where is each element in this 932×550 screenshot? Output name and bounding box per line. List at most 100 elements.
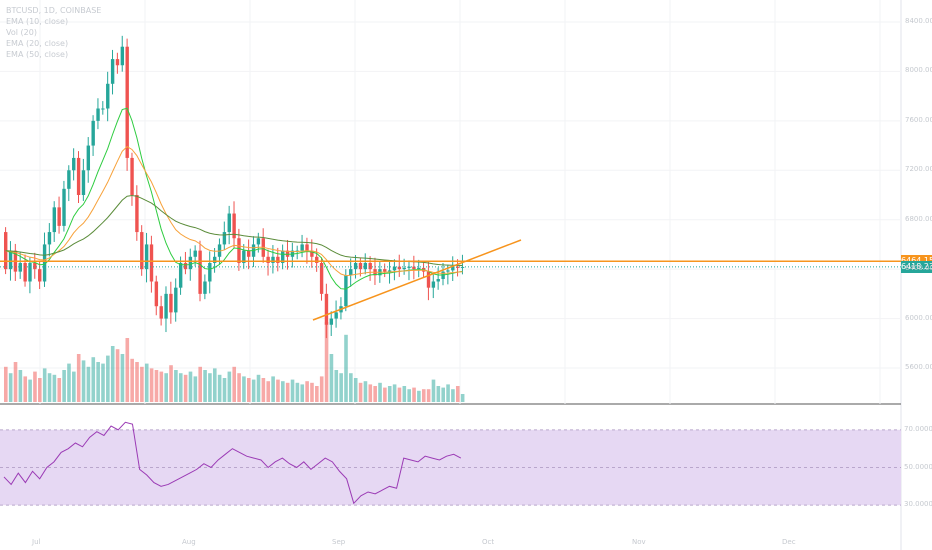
time-tick-label: Jul xyxy=(32,538,41,546)
price-tick-label: 6400.00 xyxy=(905,264,932,273)
price-tick-label: 7200.00 xyxy=(905,165,932,174)
candle-body xyxy=(276,256,280,263)
volume-bar xyxy=(212,368,217,402)
ema-50-line xyxy=(5,195,463,266)
volume-bar xyxy=(460,394,465,402)
volume-bar xyxy=(149,368,154,402)
candle-body xyxy=(247,250,251,257)
volume-bar xyxy=(130,358,134,402)
last-price-tag: 6418.23 xyxy=(901,260,932,273)
volume-bar xyxy=(455,386,460,402)
volume-bar xyxy=(319,376,324,402)
volume-bar xyxy=(76,354,81,402)
volume-bar xyxy=(387,386,392,402)
legend-ema-10[interactable]: EMA (10, close) xyxy=(6,17,69,26)
volume-bar xyxy=(135,362,139,402)
legend-ema-20[interactable]: EMA (20, close) xyxy=(6,39,69,48)
candle-body xyxy=(334,312,338,319)
candle-body xyxy=(368,262,372,270)
volume-bar xyxy=(81,360,86,402)
candle-body xyxy=(110,59,115,84)
grid xyxy=(0,0,902,550)
volume-bar xyxy=(373,386,377,402)
candle-body xyxy=(125,46,129,158)
candle-body xyxy=(174,287,178,313)
ema-10-line xyxy=(5,107,463,290)
candle-body xyxy=(315,256,319,263)
candle-body xyxy=(76,157,81,195)
candle-body xyxy=(281,250,285,263)
candle-body xyxy=(57,207,61,226)
candle-body xyxy=(188,256,193,270)
candle-body xyxy=(144,244,149,270)
volume-bar xyxy=(174,370,178,402)
legend-ema-50[interactable]: EMA (50, close) xyxy=(6,50,69,59)
volume-bar xyxy=(310,382,314,402)
volume-bar xyxy=(353,378,358,402)
candle-body xyxy=(227,213,231,233)
legend-volume[interactable]: Vol (20) xyxy=(6,28,37,37)
volume-bar xyxy=(446,384,450,402)
candle-body xyxy=(169,293,173,313)
rsi-tick-label: 30.0000 xyxy=(904,500,932,509)
volume-bar xyxy=(110,346,115,402)
candle-body xyxy=(217,244,222,257)
candle-body xyxy=(154,281,159,307)
candle-body xyxy=(353,262,358,270)
candle-body xyxy=(86,145,91,171)
volume-bar xyxy=(349,373,353,402)
volume-bar xyxy=(358,382,363,402)
volume-bar xyxy=(222,378,227,402)
candle-body xyxy=(407,266,411,268)
volume-bar xyxy=(52,374,57,402)
indicator-legend: BTCUSD, 1D, COINBASE EMA (10, close) Vol… xyxy=(6,5,101,60)
volume-bar xyxy=(227,371,232,402)
volume-bar xyxy=(285,382,290,402)
candle-body xyxy=(402,267,406,270)
volume-bar xyxy=(28,379,32,402)
rsi-tick-label: 70.0000 xyxy=(904,424,932,433)
volume-bar xyxy=(407,389,411,402)
candle-body xyxy=(324,293,329,325)
candle-body xyxy=(62,188,66,226)
drawing-lines[interactable] xyxy=(0,239,901,321)
volume-bar xyxy=(232,366,237,402)
volume-bar xyxy=(23,376,28,402)
volume-bar xyxy=(344,334,348,402)
candle-body xyxy=(120,46,125,66)
candle-body xyxy=(266,256,270,263)
legend-symbol[interactable]: BTCUSD, 1D, COINBASE xyxy=(6,6,102,15)
volume-bar xyxy=(106,355,110,402)
time-tick-label: Dec xyxy=(782,538,796,546)
volume-bar xyxy=(397,387,402,402)
volume-bar xyxy=(183,374,188,402)
candle-body xyxy=(446,270,450,272)
candle-body xyxy=(344,275,348,307)
candle-body xyxy=(383,269,387,272)
candle-body xyxy=(363,262,368,270)
candle-body xyxy=(8,250,13,270)
volume-bar xyxy=(13,362,18,402)
candle-body xyxy=(193,250,197,257)
candle-body xyxy=(426,271,431,288)
volume-bar xyxy=(38,378,42,402)
volume-bar xyxy=(392,384,397,402)
volume-bar xyxy=(101,363,105,402)
rsi-tick-label: 50.0000 xyxy=(904,462,932,471)
volume-bar xyxy=(256,374,261,402)
candle-body xyxy=(242,250,246,263)
volume-bar xyxy=(208,373,212,402)
volume-bar xyxy=(441,387,445,402)
ema-20-line xyxy=(5,145,463,277)
price-tick-label: 8000.00 xyxy=(905,66,932,75)
volume-bar xyxy=(247,378,251,402)
candle-body xyxy=(392,266,397,271)
volume-bar xyxy=(154,370,159,402)
volume-bar xyxy=(305,381,309,402)
volume-bar xyxy=(164,373,168,402)
volume-bar xyxy=(417,390,421,402)
candle-body xyxy=(198,250,202,294)
volume-bar xyxy=(251,379,256,402)
candle-body xyxy=(33,262,37,270)
